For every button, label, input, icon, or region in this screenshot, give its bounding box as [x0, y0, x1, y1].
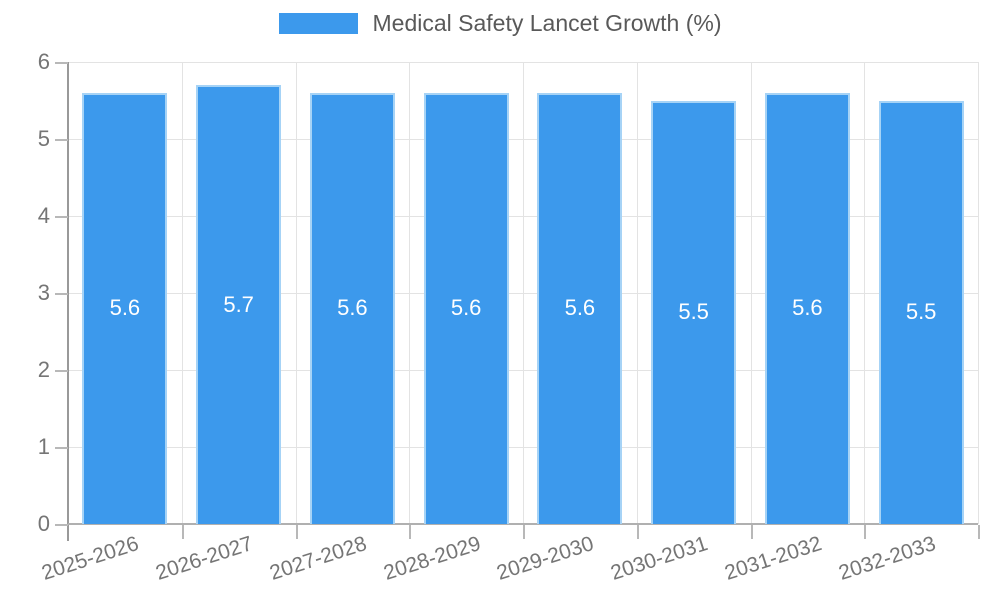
legend-item[interactable]: Medical Safety Lancet Growth (%)	[278, 10, 722, 36]
x-tick-label: 2026-2027	[153, 532, 256, 585]
x-tick-label: 2032-2033	[835, 532, 939, 585]
x-tick-label: 2025-2026	[39, 532, 142, 585]
legend: Medical Safety Lancet Growth (%)	[0, 12, 1000, 35]
x-tick-label: 2029-2030	[494, 532, 597, 585]
y-tick-mark	[55, 447, 68, 449]
legend-label: Medical Safety Lancet Growth (%)	[372, 10, 722, 36]
vertical-gridline	[978, 62, 979, 524]
y-tick-mark	[55, 139, 68, 141]
bar-2027-2028[interactable]	[309, 92, 395, 524]
x-tick-label: 2028-2029	[380, 532, 484, 585]
y-axis-line	[67, 62, 69, 541]
y-tick-label: 4	[37, 203, 50, 228]
bar-value-label: 5.6	[792, 295, 823, 321]
bar-2028-2029[interactable]	[423, 92, 509, 524]
y-tick-label: 0	[37, 511, 50, 536]
x-tick-mark	[636, 525, 639, 539]
vertical-gridline	[295, 62, 297, 524]
y-tick-mark	[55, 293, 68, 295]
bar-value-label: 5.7	[223, 291, 254, 317]
bar-value-label: 5.5	[905, 299, 937, 325]
bar-2029-2030[interactable]	[537, 92, 623, 524]
vertical-gridline	[523, 62, 524, 524]
bar-value-label: 5.6	[564, 295, 596, 321]
x-tick-mark	[864, 525, 867, 539]
x-tick-label: 2031-2032	[721, 532, 825, 585]
bar-2025-2026[interactable]	[82, 92, 168, 524]
x-tick-mark	[523, 525, 525, 539]
legend-swatch-icon	[278, 13, 358, 34]
y-tick-mark	[55, 370, 68, 372]
vertical-gridline	[750, 62, 752, 524]
x-tick-label: 2030-2031	[608, 532, 711, 585]
vertical-gridline	[409, 62, 411, 524]
x-tick-mark	[978, 525, 980, 539]
vertical-gridline	[181, 62, 183, 524]
y-tick-label: 1	[37, 434, 50, 459]
vertical-gridline	[864, 62, 866, 524]
bar-2030-2031[interactable]	[651, 100, 737, 524]
vertical-gridline	[636, 62, 638, 524]
bar-2031-2032[interactable]	[764, 92, 850, 524]
x-tick-mark	[750, 525, 753, 539]
x-tick-mark	[295, 525, 298, 539]
x-tick-mark	[409, 525, 412, 539]
bar-value-label: 5.6	[337, 295, 368, 321]
y-tick-label: 5	[37, 126, 50, 151]
x-tick-label: 2027-2028	[266, 532, 370, 585]
bar-2032-2033[interactable]	[878, 100, 964, 524]
bar-value-label: 5.6	[109, 295, 141, 321]
y-tick-mark	[55, 524, 68, 526]
bar-value-label: 5.6	[450, 295, 482, 321]
y-tick-mark	[55, 216, 68, 218]
x-tick-mark	[181, 525, 184, 539]
y-tick-label: 2	[37, 357, 50, 382]
x-axis-baseline	[68, 523, 978, 525]
y-tick-label: 6	[37, 49, 50, 74]
y-tick-label: 3	[37, 280, 50, 305]
bar-2026-2027[interactable]	[196, 85, 282, 524]
bar-value-label: 5.5	[678, 299, 709, 325]
y-tick-mark	[55, 62, 68, 64]
